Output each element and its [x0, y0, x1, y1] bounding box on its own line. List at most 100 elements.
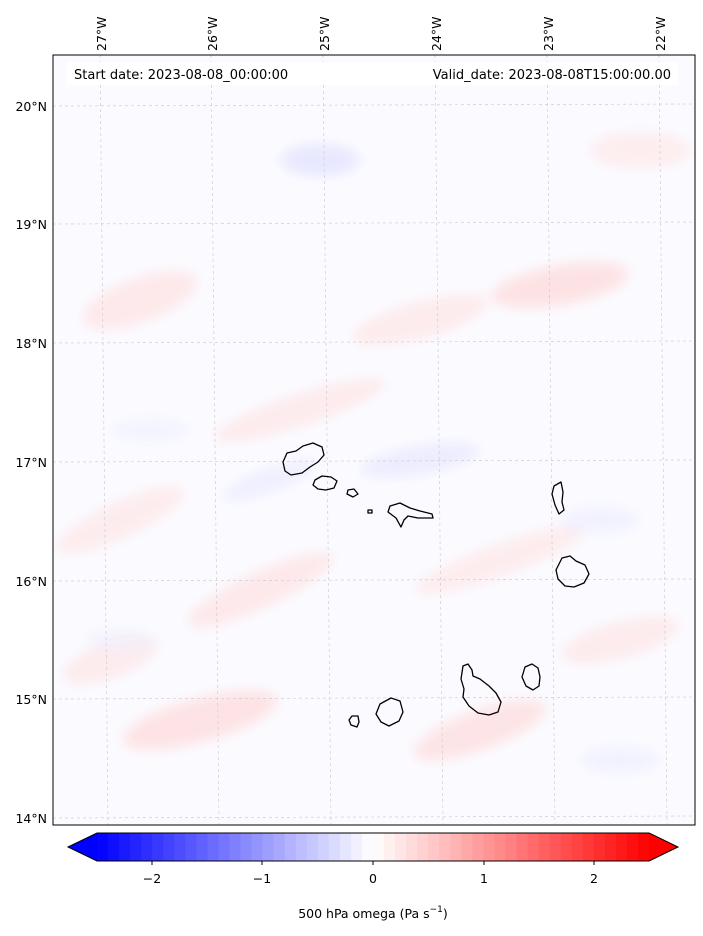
colorbar-segment: [483, 833, 496, 861]
colorbar-segment: [262, 833, 275, 861]
colorbar-segment: [240, 833, 253, 861]
colorbar-segment: [406, 833, 418, 861]
colorbar-segment: [505, 833, 518, 861]
coastlines: [282, 442, 590, 728]
colorbar-segment: [306, 833, 319, 861]
colorbar-title-main: 500 hPa omega (Pa s: [298, 906, 429, 921]
colorbar-segment: [185, 833, 197, 861]
latitude-labels: 20°N 19°N 18°N 17°N 16°N 15°N 14°N: [15, 99, 47, 826]
colorbar-segment: [229, 833, 242, 861]
parallel-line: [53, 815, 695, 819]
colorbar-segment: [549, 833, 562, 861]
parallel-line: [53, 103, 695, 107]
colorbar-segment: [428, 833, 440, 861]
island-santa-luzia: [346, 488, 359, 498]
island-fogo: [375, 697, 404, 727]
colorbar-segment: [295, 833, 308, 861]
colorbar-segment: [637, 833, 650, 861]
colorbar-ticks: [151, 861, 595, 865]
colorbar-segment: [350, 833, 363, 861]
colorbar-segment: [527, 833, 540, 861]
colorbar-segment: [207, 833, 220, 861]
island-sao-vicente: [312, 475, 338, 491]
cb-label-m2: −2: [143, 871, 161, 886]
lat-label-15n: 15°N: [15, 692, 47, 707]
gridlines: [53, 55, 695, 825]
colorbar-segment: [328, 833, 341, 861]
colorbar-segment: [571, 833, 584, 861]
colorbar-title-end: ): [443, 906, 448, 921]
colorbar-segments: [68, 833, 678, 861]
parallel-line: [53, 696, 695, 700]
island-boa-vista: [555, 555, 590, 588]
parallel-line: [53, 578, 695, 582]
omega-field: [53, 55, 695, 825]
colorbar-segment: [538, 833, 551, 861]
map-panel: Start date: 2023-08-08_00:00:00 Valid_da…: [52, 54, 696, 826]
colorbar-segment: [317, 833, 330, 861]
island-maio: [521, 663, 541, 691]
lon-label-24w: 24°W: [429, 16, 444, 51]
start-date-label: Start date: 2023-08-08_00:00:00: [74, 68, 288, 83]
colorbar-segment: [119, 833, 131, 861]
longitude-labels: 27°W 26°W 25°W 24°W 23°W 22°W: [94, 16, 668, 51]
cb-label-0: 0: [369, 871, 377, 886]
lat-label-19n: 19°N: [15, 217, 47, 232]
colorbar-segment: [130, 833, 142, 861]
cb-label-m1: −1: [253, 871, 271, 886]
colorbar-segment: [163, 833, 175, 861]
colorbar-extend-max: [649, 833, 678, 861]
island-sal: [551, 481, 565, 515]
colorbar-segment: [439, 833, 451, 861]
valid-date-label: Valid_date: 2023-08-08T15:00:00.00: [433, 68, 671, 83]
colorbar-segment: [395, 833, 407, 861]
colorbar-outline: [66, 832, 680, 862]
lat-label-18n: 18°N: [15, 336, 47, 351]
colorbar-segment: [384, 833, 396, 861]
lat-label-16n: 16°N: [15, 574, 47, 589]
map-frame: [52, 54, 696, 826]
lon-label-25w: 25°W: [317, 16, 332, 51]
island-santo-antao: [282, 442, 325, 476]
info-box: [67, 62, 678, 85]
colorbar-segment: [141, 833, 153, 861]
colorbar-title-sup: −1: [430, 905, 443, 915]
meridian-line: [210, 55, 220, 825]
meridian-line: [434, 55, 444, 825]
colorbar-segment: [97, 833, 109, 861]
colorbar-segment: [251, 833, 264, 861]
cb-label-1: 1: [480, 871, 488, 886]
lat-label-14n: 14°N: [15, 811, 47, 826]
lon-label-26w: 26°W: [205, 16, 220, 51]
colorbar: −2 −1 0 1 2 500 hPa omega (Pa s−1): [66, 832, 680, 921]
colorbar-segment: [494, 833, 507, 861]
lon-label-27w: 27°W: [94, 16, 109, 51]
island-brava: [348, 715, 360, 728]
colorbar-segment: [339, 833, 352, 861]
meridian-line: [546, 55, 556, 825]
meridian-line: [658, 55, 668, 825]
parallel-line: [53, 221, 695, 225]
colorbar-segment: [361, 833, 374, 861]
colorbar-segment: [273, 833, 286, 861]
colorbar-segment: [615, 833, 628, 861]
colorbar-segment: [604, 833, 617, 861]
island-razo: [367, 509, 373, 514]
cb-label-2: 2: [590, 871, 598, 886]
colorbar-segment: [108, 833, 120, 861]
colorbar-segment: [582, 833, 595, 861]
colorbar-segment: [417, 833, 429, 861]
parallel-line: [53, 340, 695, 344]
colorbar-segment: [461, 833, 473, 861]
lon-label-23w: 23°W: [541, 16, 556, 51]
colorbar-segment: [516, 833, 529, 861]
island-sao-nicolau: [387, 502, 434, 528]
colorbar-segment: [450, 833, 462, 861]
meridian-line: [99, 55, 109, 825]
colorbar-segment: [560, 833, 573, 861]
parallel-line: [53, 459, 695, 463]
colorbar-segment: [152, 833, 164, 861]
colorbar-segment: [472, 833, 484, 861]
colorbar-segment: [593, 833, 606, 861]
